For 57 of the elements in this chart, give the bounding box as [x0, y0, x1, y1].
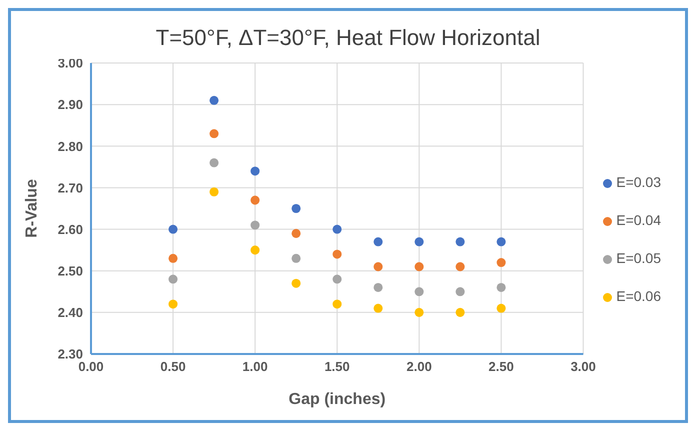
- y-tick-label: 2.90: [58, 97, 83, 112]
- point: [374, 304, 383, 313]
- point: [250, 246, 260, 255]
- x-axis-title: Gap (inches): [288, 391, 386, 408]
- legend-label: E=0.04: [616, 212, 661, 228]
- x-tick-label: 1.50: [324, 359, 350, 374]
- point: [414, 308, 424, 317]
- point: [496, 304, 506, 313]
- point: [292, 254, 301, 263]
- point: [496, 282, 506, 292]
- point: [210, 158, 219, 168]
- chart-title: T=50°F, ΔT=30°F, Heat Flow Horizontal: [156, 25, 540, 50]
- x-tick-label: 0.50: [160, 359, 186, 374]
- point: [168, 224, 178, 234]
- point: [210, 129, 219, 138]
- point: [168, 274, 178, 284]
- point: [374, 262, 383, 272]
- y-tick-label: 2.70: [58, 180, 83, 196]
- y-tick-label: 2.50: [58, 263, 83, 278]
- y-tick-label: 2.60: [58, 222, 83, 237]
- point: [292, 204, 301, 214]
- y-tick-label: 2.40: [58, 305, 83, 320]
- point: [210, 96, 219, 105]
- x-tick-label: 1.00: [242, 359, 268, 374]
- point: [414, 262, 424, 272]
- point: [332, 250, 342, 259]
- point: [332, 300, 342, 309]
- point: [414, 237, 424, 246]
- point: [210, 187, 219, 196]
- point: [414, 287, 424, 296]
- point: [332, 274, 342, 284]
- point: [332, 224, 342, 234]
- point: [496, 237, 506, 246]
- x-tick-label: 2.00: [406, 359, 432, 374]
- point: [292, 228, 301, 238]
- legend-label: E=0.05: [616, 250, 661, 266]
- point: [292, 278, 301, 288]
- point: [374, 237, 383, 246]
- x-tick-label: 0.00: [78, 359, 104, 374]
- x-tick-label: 3.00: [570, 359, 596, 374]
- point: [250, 196, 260, 205]
- point: [456, 237, 465, 246]
- point: [374, 282, 383, 292]
- point: [456, 308, 465, 317]
- y-tick-label: 2.30: [58, 346, 83, 362]
- point: [168, 254, 178, 263]
- point: [456, 262, 465, 272]
- y-axis-title: R-Value: [24, 179, 41, 238]
- x-tick-label: 2.50: [488, 359, 514, 374]
- point: [496, 258, 506, 268]
- point: [168, 300, 178, 309]
- point: [456, 287, 465, 296]
- point: [250, 220, 260, 230]
- y-tick-label: 2.80: [58, 138, 83, 154]
- point: [250, 166, 260, 176]
- legend-label: E=0.03: [616, 174, 661, 190]
- legend-label: E=0.06: [616, 288, 661, 304]
